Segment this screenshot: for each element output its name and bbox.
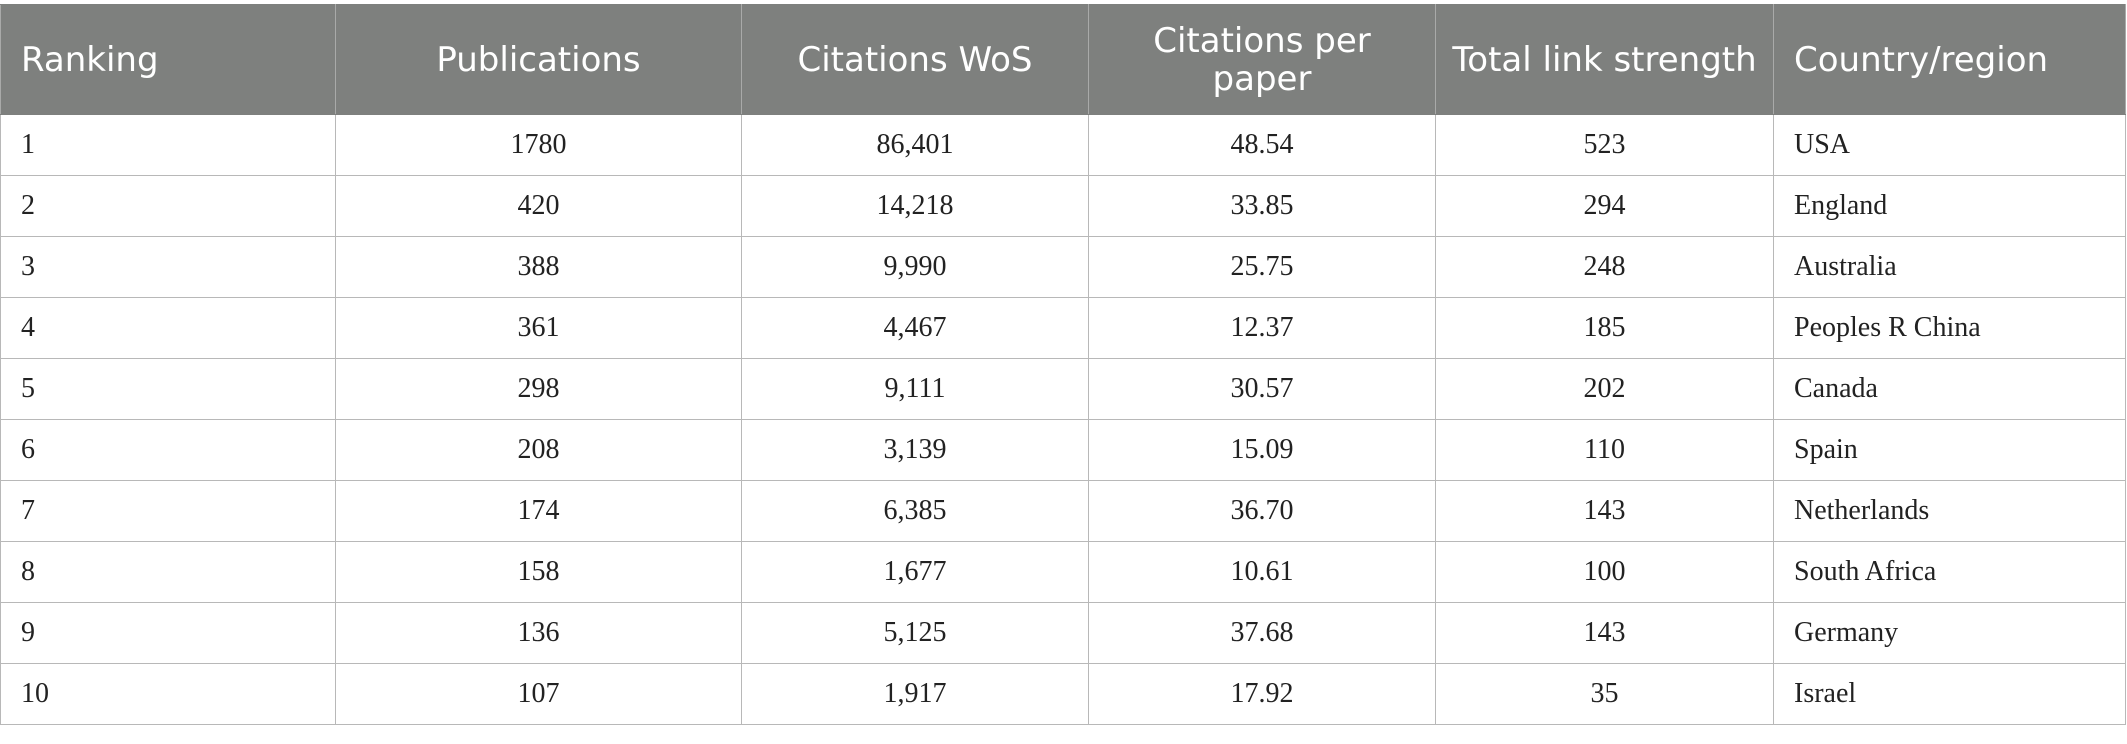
cell-ranking: 7 [0,480,336,542]
cell-total-link-strength: 143 [1435,602,1774,664]
cell-ranking: 6 [0,419,336,481]
header-total-link-strength: Total link strength [1435,4,1774,115]
cell-publications: 1780 [335,114,742,176]
cell-total-link-strength: 143 [1435,480,1774,542]
cell-citations-per-paper: 17.92 [1088,663,1436,725]
cell-citations-per-paper: 37.68 [1088,602,1436,664]
cell-citations-per-paper: 33.85 [1088,175,1436,237]
cell-citations-wos: 6,385 [741,480,1089,542]
cell-ranking: 9 [0,602,336,664]
cell-citations-wos: 9,111 [741,358,1089,420]
cell-citations-wos: 1,917 [741,663,1089,725]
table-header: Ranking Publications Citations WoS Citat… [0,4,2126,115]
cell-publications: 158 [335,541,742,603]
header-citations-per-paper: Citations per paper [1088,4,1436,115]
cell-citations-per-paper: 48.54 [1088,114,1436,176]
cell-country-region: USA [1773,114,2126,176]
cell-country-region: Australia [1773,236,2126,298]
cell-citations-per-paper: 30.57 [1088,358,1436,420]
cell-total-link-strength: 248 [1435,236,1774,298]
table-row: 3 388 9,990 25.75 248 Australia [0,236,2126,298]
table-row: 5 298 9,111 30.57 202 Canada [0,358,2126,420]
table-row: 8 158 1,677 10.61 100 South Africa [0,541,2126,603]
table-row: 1 1780 86,401 48.54 523 USA [0,114,2126,176]
table-row: 9 136 5,125 37.68 143 Germany [0,602,2126,664]
header-row: Ranking Publications Citations WoS Citat… [0,4,2126,115]
cell-publications: 208 [335,419,742,481]
cell-citations-wos: 9,990 [741,236,1089,298]
cell-citations-wos: 86,401 [741,114,1089,176]
cell-publications: 420 [335,175,742,237]
cell-total-link-strength: 294 [1435,175,1774,237]
cell-total-link-strength: 185 [1435,297,1774,359]
cell-citations-per-paper: 12.37 [1088,297,1436,359]
cell-citations-wos: 4,467 [741,297,1089,359]
cell-country-region: Netherlands [1773,480,2126,542]
cell-country-region: Israel [1773,663,2126,725]
header-country-region: Country/region [1773,4,2126,115]
country-publications-table: Ranking Publications Citations WoS Citat… [0,4,2126,725]
table-row: 6 208 3,139 15.09 110 Spain [0,419,2126,481]
cell-ranking: 4 [0,297,336,359]
header-ranking: Ranking [0,4,336,115]
cell-citations-wos: 5,125 [741,602,1089,664]
cell-total-link-strength: 110 [1435,419,1774,481]
cell-citations-per-paper: 10.61 [1088,541,1436,603]
table-row: 10 107 1,917 17.92 35 Israel [0,663,2126,725]
cell-ranking: 2 [0,175,336,237]
cell-country-region: Spain [1773,419,2126,481]
cell-publications: 136 [335,602,742,664]
cell-country-region: South Africa [1773,541,2126,603]
cell-ranking: 5 [0,358,336,420]
cell-ranking: 10 [0,663,336,725]
table-row: 7 174 6,385 36.70 143 Netherlands [0,480,2126,542]
cell-total-link-strength: 100 [1435,541,1774,603]
cell-citations-wos: 3,139 [741,419,1089,481]
cell-country-region: Canada [1773,358,2126,420]
cell-ranking: 3 [0,236,336,298]
table-row: 2 420 14,218 33.85 294 England [0,175,2126,237]
cell-publications: 107 [335,663,742,725]
cell-publications: 388 [335,236,742,298]
cell-total-link-strength: 202 [1435,358,1774,420]
cell-publications: 174 [335,480,742,542]
cell-publications: 298 [335,358,742,420]
cell-citations-wos: 14,218 [741,175,1089,237]
cell-ranking: 1 [0,114,336,176]
cell-total-link-strength: 35 [1435,663,1774,725]
cell-country-region: England [1773,175,2126,237]
cell-citations-per-paper: 15.09 [1088,419,1436,481]
cell-publications: 361 [335,297,742,359]
country-table-container: Ranking Publications Citations WoS Citat… [0,4,2126,725]
cell-country-region: Germany [1773,602,2126,664]
cell-citations-per-paper: 25.75 [1088,236,1436,298]
table-body: 1 1780 86,401 48.54 523 USA 2 420 14,218… [0,114,2126,725]
cell-ranking: 8 [0,541,336,603]
cell-citations-wos: 1,677 [741,541,1089,603]
cell-country-region: Peoples R China [1773,297,2126,359]
header-citations-wos: Citations WoS [741,4,1089,115]
header-publications: Publications [335,4,742,115]
cell-total-link-strength: 523 [1435,114,1774,176]
cell-citations-per-paper: 36.70 [1088,480,1436,542]
table-row: 4 361 4,467 12.37 185 Peoples R China [0,297,2126,359]
